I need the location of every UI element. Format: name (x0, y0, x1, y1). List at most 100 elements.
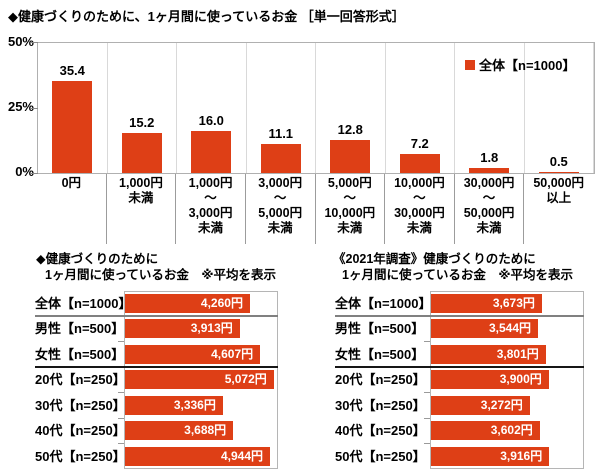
x-axis-label: 3,000円 ～ 5,000円 未満 (246, 174, 316, 244)
x-axis-label: 1,000円 未満 (107, 174, 177, 244)
table-row: 20代【n=250】3,900円 (335, 367, 584, 392)
chart-legend: 全体【n=1000】 (465, 55, 575, 74)
row-bar: 3,602円 (431, 421, 540, 440)
row-bar: 3,272円 (431, 396, 530, 415)
table-row: 男性【n=500】3,913円 (35, 316, 278, 341)
y-tick-label: 25% (0, 99, 34, 115)
row-label: 女性【n=500】 (335, 342, 430, 367)
bar-value-label: 15.2 (129, 115, 154, 130)
category-cell: 15.2 (108, 43, 178, 173)
x-axis-label: 1,000円 ～ 3,000円 未満 (176, 174, 246, 244)
row-bar: 3,801円 (431, 345, 546, 364)
table-row: 女性【n=500】4,607円 (35, 342, 278, 367)
page-title: ◆健康づくりのために、1ヶ月間に使っているお金 ［単一回答形式］ (8, 6, 405, 25)
category-cell: 35.4 (38, 43, 108, 173)
row-boundary-tick (424, 392, 430, 393)
row-bar-track: 5,072円 (124, 367, 278, 392)
avg-table-left-rows: 全体【n=1000】4,260円男性【n=500】3,913円女性【n=500】… (35, 291, 278, 469)
group-divider (35, 366, 278, 368)
table-row: 30代【n=250】3,272円 (335, 393, 584, 418)
group-divider (335, 366, 584, 368)
row-boundary-tick (424, 418, 430, 419)
row-bar-track: 3,916円 (430, 444, 584, 469)
row-bar-track: 3,688円 (124, 418, 278, 443)
row-label: 男性【n=500】 (35, 316, 124, 341)
row-bar-track: 4,260円 (124, 291, 278, 316)
row-label: 全体【n=1000】 (35, 291, 124, 316)
row-bar-track: 3,801円 (430, 342, 584, 367)
row-label: 30代【n=250】 (335, 393, 430, 418)
row-boundary-tick (118, 341, 124, 342)
table-row: 全体【n=1000】3,673円 (335, 291, 584, 316)
y-tick-mark (31, 108, 38, 109)
bar-value-label: 7.2 (411, 136, 429, 151)
group-divider (335, 315, 584, 317)
row-bar: 3,673円 (431, 294, 542, 313)
bar (52, 81, 92, 173)
row-bar: 4,607円 (125, 345, 260, 364)
row-boundary-tick (118, 392, 124, 393)
row-label: 全体【n=1000】 (335, 291, 430, 316)
category-cell: 11.1 (247, 43, 317, 173)
row-bar: 3,916円 (431, 447, 549, 466)
row-bar: 4,260円 (125, 294, 250, 313)
x-axis-label: 30,000円 ～ 50,000円 未満 (455, 174, 525, 244)
avg-table-right-title-line2: 1ヶ月間に使っているお金 ※平均を表示 (342, 267, 573, 283)
row-bar-track: 3,900円 (430, 367, 584, 392)
row-bar-track: 3,544円 (430, 316, 584, 341)
bar-value-label: 12.8 (338, 122, 363, 137)
table-row: 男性【n=500】3,544円 (335, 316, 584, 341)
legend-swatch-icon (465, 60, 475, 70)
table-row: 40代【n=250】3,602円 (335, 418, 584, 443)
avg-table-left-title: ◆健康づくりのために 1ヶ月間に使っているお金 ※平均を表示 (36, 251, 276, 283)
row-bar-track: 3,913円 (124, 316, 278, 341)
bar (191, 131, 231, 173)
row-bar: 4,944円 (125, 447, 270, 466)
category-cell: 16.0 (177, 43, 247, 173)
row-bar: 3,688円 (125, 421, 233, 440)
bar (539, 172, 579, 173)
group-divider (35, 315, 278, 317)
infographic-page: { "title": "◆健康づくりのために、1ヶ月間に使っているお金 ［単一回… (0, 0, 600, 472)
bar-value-label: 16.0 (199, 113, 224, 128)
bar (400, 154, 440, 173)
table-row: 女性【n=500】3,801円 (335, 342, 584, 367)
table-row: 50代【n=250】3,916円 (335, 444, 584, 469)
avg-table-right-rows: 全体【n=1000】3,673円男性【n=500】3,544円女性【n=500】… (335, 291, 584, 469)
x-axis-label: 10,000円 ～ 30,000円 未満 (385, 174, 455, 244)
bar (261, 144, 301, 173)
legend-label: 全体【n=1000】 (479, 55, 575, 74)
category-cell: 12.8 (316, 43, 386, 173)
y-axis: 50%25%0% (0, 0, 34, 244)
x-axis-label: 5,000円 ～ 10,000円 未満 (316, 174, 386, 244)
row-label: 20代【n=250】 (335, 367, 430, 392)
row-bar-track: 3,272円 (430, 393, 584, 418)
row-bar-track: 3,673円 (430, 291, 584, 316)
row-label: 20代【n=250】 (35, 367, 124, 392)
row-bar-track: 3,602円 (430, 418, 584, 443)
x-axis-labels: 0円1,000円 未満1,000円 ～ 3,000円 未満3,000円 ～ 5,… (37, 174, 593, 244)
row-bar-track: 4,944円 (124, 444, 278, 469)
bar (469, 168, 509, 173)
row-bar-track: 3,336円 (124, 393, 278, 418)
bar (330, 140, 370, 173)
row-label: 男性【n=500】 (335, 316, 430, 341)
x-axis-label: 0円 (37, 174, 107, 244)
row-label: 50代【n=250】 (35, 444, 124, 469)
avg-table-left-title-line2: 1ヶ月間に使っているお金 ※平均を表示 (45, 267, 276, 283)
row-boundary-tick (424, 341, 430, 342)
avg-table-right: 全体【n=1000】3,673円男性【n=500】3,544円女性【n=500】… (335, 291, 584, 469)
y-tick-label: 0% (0, 164, 34, 180)
avg-table-right-title: 《2021年調査》健康づくりのために 1ヶ月間に使っているお金 ※平均を表示 (333, 251, 573, 283)
row-bar: 5,072円 (125, 370, 274, 389)
row-bar: 3,544円 (431, 319, 538, 338)
row-boundary-tick (424, 443, 430, 444)
row-bar: 3,336円 (125, 396, 223, 415)
row-label: 40代【n=250】 (335, 418, 430, 443)
bar-value-label: 1.8 (480, 150, 498, 165)
bar-value-label: 0.5 (550, 154, 568, 169)
row-boundary-tick (118, 418, 124, 419)
row-boundary-tick (118, 443, 124, 444)
bar-value-label: 11.1 (268, 126, 293, 141)
row-label: 50代【n=250】 (335, 444, 430, 469)
